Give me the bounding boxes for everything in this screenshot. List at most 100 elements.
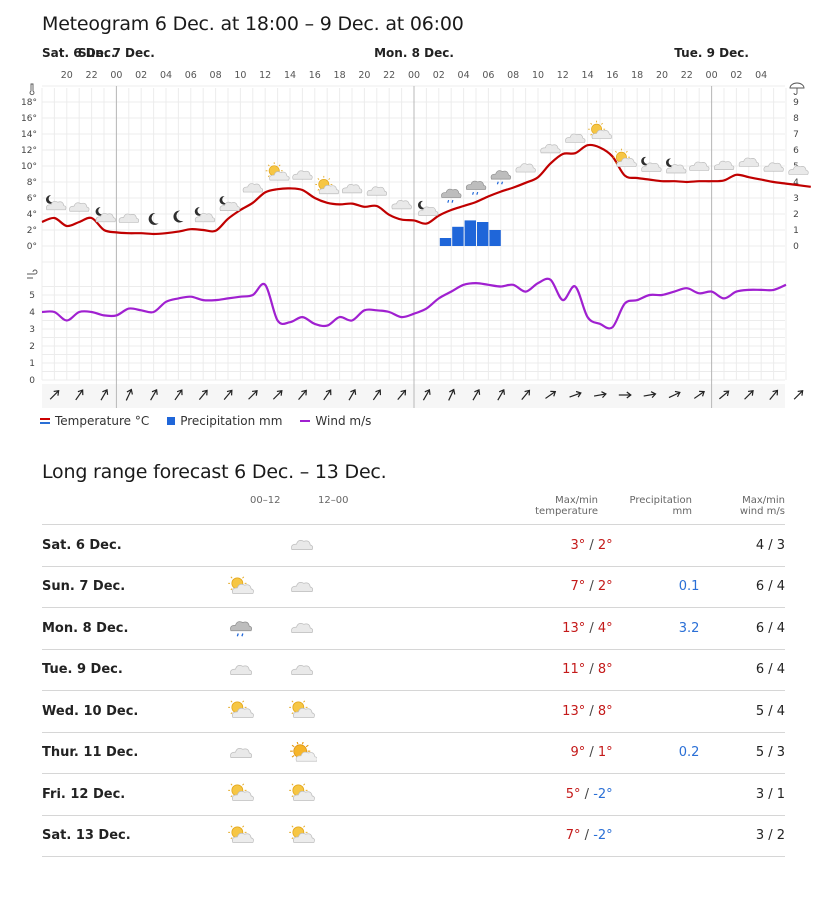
row-day-label: Sat. 6 Dec. bbox=[42, 537, 122, 553]
row-precipitation: 3.2 bbox=[612, 607, 700, 649]
header-prec-line1: Precipitation bbox=[629, 495, 692, 506]
wind-arrow-icon bbox=[521, 389, 531, 400]
wind-arrow-icon bbox=[248, 390, 258, 400]
moon-icon bbox=[148, 213, 159, 225]
header-temperature: Max/min temperature bbox=[520, 495, 598, 517]
row-precipitation bbox=[612, 524, 700, 566]
row-wind: 5 / 3 bbox=[699, 731, 785, 774]
legend-temperature: Temperature °C bbox=[40, 414, 149, 428]
hour-label: 16 bbox=[309, 70, 321, 81]
separator: / bbox=[585, 662, 598, 678]
wind-arrow-icon bbox=[744, 390, 754, 400]
wind-arrow-icon bbox=[448, 388, 456, 401]
moon-cloud-icon bbox=[417, 200, 439, 216]
cloud-icon bbox=[713, 160, 735, 170]
separator: / bbox=[585, 579, 598, 595]
night-icon-cell bbox=[225, 524, 288, 566]
wind-arrow-icon bbox=[49, 390, 60, 400]
hour-label: 04 bbox=[458, 70, 470, 81]
cloud-icon bbox=[788, 165, 809, 175]
precip-axis-label: 4 bbox=[793, 178, 799, 188]
temp-axis-label: 16° bbox=[21, 114, 37, 124]
row-wind: 6 / 4 bbox=[699, 565, 785, 608]
moon-icon bbox=[173, 210, 184, 223]
hour-label: 04 bbox=[755, 70, 767, 81]
hour-label: 08 bbox=[210, 70, 222, 81]
wind-arrow-icon bbox=[75, 389, 84, 401]
cloud-icon bbox=[69, 202, 90, 212]
wind-line bbox=[41, 277, 787, 330]
hour-label: 20 bbox=[61, 70, 73, 81]
row-precipitation bbox=[612, 773, 700, 815]
header-wind-line1: Max/min bbox=[742, 495, 785, 506]
legend-precipitation: Precipitation mm bbox=[167, 414, 282, 428]
row-day-label: Sat. 13 Dec. bbox=[42, 828, 131, 844]
min-temp: 1° bbox=[597, 745, 613, 761]
hour-label: 22 bbox=[86, 70, 98, 81]
day-label: Mon. 8 Dec. bbox=[374, 46, 454, 60]
cloud-icon bbox=[763, 162, 784, 172]
legend-temperature-label: Temperature °C bbox=[55, 414, 150, 428]
max-temp: 13° bbox=[562, 703, 586, 719]
row-precipitation: 0.2 bbox=[612, 731, 700, 774]
partly-cloudy-icon bbox=[228, 700, 254, 719]
long-range-title: Long range forecast 6 Dec. – 13 Dec. bbox=[42, 461, 387, 483]
night-icon-cell bbox=[225, 731, 288, 774]
max-temp: 7° bbox=[570, 579, 586, 595]
separator: / bbox=[580, 828, 594, 844]
legend-wind-label: Wind m/s bbox=[315, 414, 372, 428]
day-icon-cell bbox=[287, 690, 349, 732]
forecast-row: Tue. 9 Dec. 11° / 8° 6 / 4 bbox=[42, 648, 785, 691]
temp-axis-label: 18° bbox=[21, 98, 37, 108]
partly-cloudy-icon bbox=[228, 576, 254, 594]
wind-arrow-icon bbox=[643, 391, 657, 399]
wind-axis-label: 5 bbox=[29, 291, 35, 301]
night-icon-cell bbox=[225, 565, 288, 608]
header-night: 00–12 bbox=[250, 495, 281, 506]
hour-label: 10 bbox=[532, 70, 544, 81]
row-day-label: Wed. 10 Dec. bbox=[42, 703, 139, 719]
wind-arrow-icon bbox=[569, 390, 582, 398]
header-wind: Max/min wind m/s bbox=[715, 495, 785, 517]
row-wind: 6 / 4 bbox=[699, 607, 785, 649]
wind-arrow-icon bbox=[472, 388, 481, 401]
row-day: Fri. 12 Dec. bbox=[42, 773, 226, 815]
temp-axis-label: 6° bbox=[27, 194, 37, 204]
partly-cloudy-icon bbox=[315, 175, 340, 195]
hour-label: 04 bbox=[160, 70, 172, 81]
wind-arrow-icon bbox=[298, 389, 307, 400]
row-precipitation bbox=[612, 648, 700, 691]
day-icon-cell bbox=[287, 524, 349, 566]
wind-arrow-icon bbox=[125, 388, 133, 401]
wind-axis-label: 0 bbox=[29, 376, 35, 386]
meteogram-title: Meteogram 6 Dec. at 18:00 – 9 Dec. at 06… bbox=[42, 13, 464, 35]
hour-label: 22 bbox=[383, 70, 395, 81]
forecast-row: Sat. 6 Dec. 3° / 2° 4 / 3 bbox=[42, 524, 785, 566]
precip-bar bbox=[452, 226, 464, 246]
forecast-row: Wed. 10 Dec. 13° / 8° 5 / 4 bbox=[42, 690, 785, 732]
temp-axis-label: 12° bbox=[21, 146, 37, 156]
row-temperature: 13° / 4° bbox=[349, 607, 613, 649]
precip-bar bbox=[477, 222, 489, 246]
day-icon-cell bbox=[287, 607, 349, 649]
hour-label: 14 bbox=[284, 70, 296, 81]
precip-axis-label: 6 bbox=[793, 146, 799, 156]
cloud-icon bbox=[118, 213, 140, 223]
row-wind: 6 / 4 bbox=[699, 648, 785, 691]
rain-icon bbox=[490, 170, 512, 185]
cloud-icon bbox=[689, 161, 710, 171]
day-label: Sat. 6 Dec. bbox=[42, 46, 116, 60]
row-temperature: 3° / 2° bbox=[349, 524, 613, 566]
separator: / bbox=[585, 620, 598, 636]
row-day-label: Tue. 9 Dec. bbox=[42, 662, 123, 678]
wind-arrow-icon bbox=[150, 388, 158, 401]
header-precipitation: Precipitation mm bbox=[612, 495, 692, 517]
row-wind: 3 / 2 bbox=[699, 814, 785, 857]
row-temperature: 13° / 8° bbox=[349, 690, 613, 732]
row-day: Mon. 8 Dec. bbox=[42, 607, 226, 649]
hour-label: 16 bbox=[606, 70, 618, 81]
row-day-label: Sun. 7 Dec. bbox=[42, 579, 126, 595]
min-temp: -2° bbox=[593, 786, 613, 802]
row-temperature: 11° / 8° bbox=[349, 648, 613, 691]
wind-arrow-icon bbox=[668, 390, 681, 399]
